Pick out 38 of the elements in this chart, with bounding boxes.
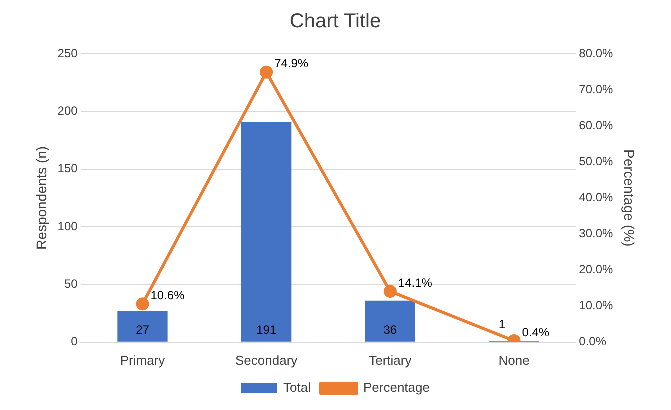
point [260,66,274,79]
y2-tick-label: 10.0% [579,298,614,313]
data-label: 0.4% [522,325,550,340]
data-label: 191 [256,323,277,338]
data-label: 36 [384,323,398,338]
y2-tick-label: 80.0% [579,46,614,60]
legend-label: Percentage [363,380,430,396]
y-tick-label: 200 [58,104,78,118]
data-label: 14.1% [398,276,433,290]
data-label: 1 [498,318,506,332]
y2-tick-label: 50.0% [579,154,614,168]
chart-title: Chart Title [290,10,382,33]
legend-label: Total [284,380,312,396]
y-tick-label: 0 [71,334,78,349]
y-tick-label: 250 [58,46,78,60]
y-tick-label: 50 [64,277,78,292]
data-label: 74.9% [274,56,309,71]
x-tick-label: Primary [120,352,166,368]
y-tick-label: 100 [58,219,78,234]
y-axis-title: Respondents (n) [33,146,50,250]
x-tick-label: Tertiary [369,352,412,368]
bar [242,122,292,342]
y2-tick-label: 40.0% [579,190,614,205]
data-label: 27 [136,323,150,338]
y2-tick-label: 20.0% [579,262,614,277]
data-label: 10.6% [150,288,186,302]
y2-tick-label: 30.0% [579,226,614,241]
y2-tick-label: 70.0% [579,82,614,96]
y2-axis-title: Percentage (%) [622,150,638,247]
bar [118,311,168,342]
y2-tick-label: 0.0% [579,334,607,349]
x-tick-label: Secondary [236,352,298,368]
bar [365,300,416,342]
point [384,285,397,298]
y2-tick-label: 60.0% [579,118,614,132]
y-tick-label: 150 [58,162,78,176]
point [136,298,150,311]
x-tick-label: None [498,352,530,368]
